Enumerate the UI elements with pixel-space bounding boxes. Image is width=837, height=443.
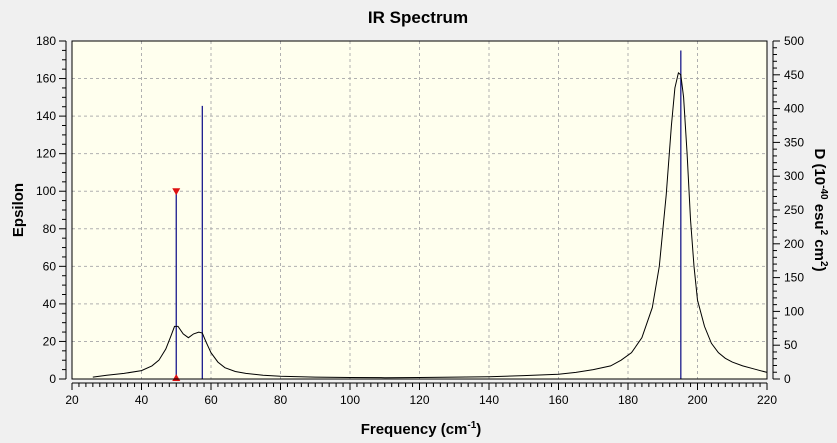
y2-label-part-3: esu — [811, 200, 828, 230]
x-axis-label: Frequency (cm-1) — [361, 420, 482, 438]
y2-tick-label: 350 — [784, 135, 804, 149]
y2-label-part-6: 2 — [818, 261, 829, 267]
y-tick-label: 100 — [36, 184, 56, 198]
y-tick-label: 160 — [36, 72, 56, 86]
y2-label-part-7: ) — [811, 267, 828, 272]
y2-label-part-1: D (10 — [811, 148, 828, 185]
y-tick-label: 60 — [43, 259, 57, 273]
y-tick-label: 120 — [36, 147, 56, 161]
selection-marker[interactable] — [172, 188, 181, 196]
y2-tick-label: 150 — [784, 271, 804, 285]
plot-frame — [71, 40, 768, 380]
y-tick-label: 80 — [43, 222, 57, 236]
y2-tick-label: 100 — [784, 304, 804, 318]
x-axis-label-end: ) — [476, 421, 481, 438]
x-axis-label-superscript: -1 — [467, 420, 476, 431]
x-tick-label: 40 — [135, 393, 149, 407]
y-tick-label: 180 — [36, 34, 56, 48]
y2-tick-label: 500 — [784, 34, 804, 48]
x-axis-label-main: Frequency (cm — [361, 421, 468, 438]
secondary-y-axis-label: D (10-40 esu2 cm2) — [811, 148, 829, 271]
x-tick-label: 60 — [204, 393, 218, 407]
spectrum-curve — [92, 72, 768, 379]
axes: 20 40 60 80 100 120 140 160 180 200 220 0 20 40 60 80 10… — [36, 34, 804, 407]
y-axis-label: Epsilon — [10, 183, 27, 237]
spectrum-curves — [92, 72, 768, 379]
x-tick-label: 200 — [687, 393, 707, 407]
y2-tick-label: 400 — [784, 102, 804, 116]
y2-tick-label: 300 — [784, 169, 804, 183]
y-tick-label: 0 — [49, 372, 56, 386]
y2-tick-label: 200 — [784, 237, 804, 251]
x-tick-label: 80 — [274, 393, 288, 407]
x-tick-label: 160 — [548, 393, 568, 407]
y-tick-label: 40 — [43, 297, 57, 311]
x-tick-label: 140 — [479, 393, 499, 407]
x-tick-label: 180 — [618, 393, 638, 407]
grid — [72, 41, 767, 379]
y2-label-part-4: 2 — [818, 230, 829, 236]
y2-label-part-2: -40 — [818, 185, 829, 200]
y2-tick-label: 250 — [784, 203, 804, 217]
y2-tick-label: 0 — [784, 372, 791, 386]
x-tick-label: 100 — [340, 393, 360, 407]
x-tick-label: 20 — [65, 393, 79, 407]
x-tick-label: 120 — [409, 393, 429, 407]
y2-tick-label: 50 — [784, 338, 798, 352]
y2-label-part-5: cm — [811, 235, 828, 261]
x-tick-label: 220 — [757, 393, 777, 407]
chart-title: IR Spectrum — [368, 8, 468, 27]
y-tick-label: 140 — [36, 109, 56, 123]
y2-tick-label: 450 — [784, 68, 804, 82]
y-tick-label: 20 — [43, 334, 57, 348]
